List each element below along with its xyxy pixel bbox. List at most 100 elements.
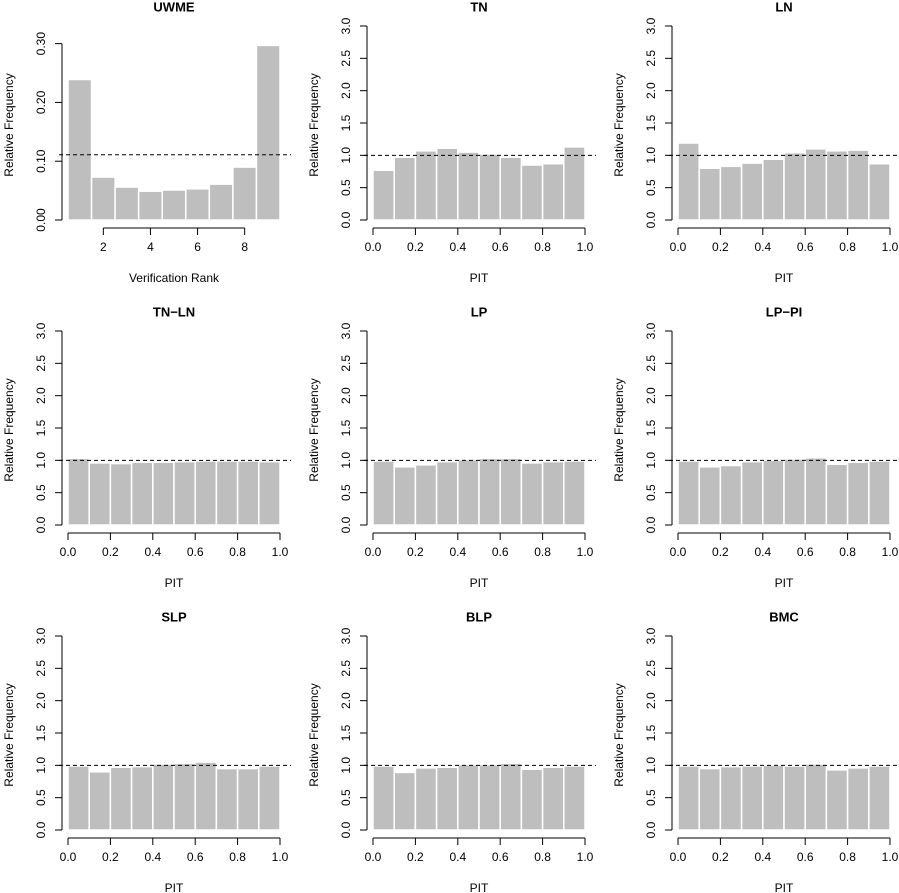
y-tick-label: 2.0 <box>339 692 353 709</box>
x-tick-label: 0.2 <box>102 850 119 864</box>
y-tick-label: 1.0 <box>644 452 658 469</box>
panel: TN−LN 0.0 0.5 1.0 1.5 2.0 2.5 3.0 0.0 0.2 0.4 0.6 0.… <box>2 304 291 590</box>
x-axis-label: PIT <box>470 576 489 590</box>
bar <box>677 460 700 526</box>
x-axis-label: PIT <box>165 881 184 893</box>
x-tick-label: 0.8 <box>534 240 551 254</box>
x-tick-label: 1.0 <box>272 850 289 864</box>
x-tick-label: 0.6 <box>797 240 814 254</box>
bar <box>520 462 544 526</box>
bar <box>161 189 187 221</box>
y-tick-label: 0.0 <box>339 211 353 228</box>
bar <box>194 761 218 831</box>
bar <box>88 771 112 831</box>
y-tick-label: 1.0 <box>644 757 658 774</box>
bar <box>137 190 163 221</box>
y-tick-label: 1.0 <box>339 452 353 469</box>
x-tick-label: 0.0 <box>670 545 687 559</box>
panel-title: UWME <box>153 0 194 14</box>
y-tick-label: 1.0 <box>34 757 48 774</box>
x-tick-label: 0.6 <box>492 850 509 864</box>
y-tick-label: 1.0 <box>339 757 353 774</box>
x-tick-label: 0.4 <box>449 545 466 559</box>
y-axis-label: Relative Frequency <box>612 378 626 481</box>
panel-title: TN−LN <box>153 304 195 319</box>
bar <box>152 461 175 526</box>
y-axis-label: Relative Frequency <box>307 683 321 786</box>
bar <box>563 460 586 526</box>
bar <box>520 164 544 221</box>
x-tick-label: 1.0 <box>577 545 594 559</box>
y-axis-label: Relative Frequency <box>307 378 321 481</box>
bar <box>435 460 459 526</box>
y-tick-label: 2.5 <box>644 660 658 677</box>
bar <box>130 461 154 526</box>
bar <box>825 150 849 221</box>
bar <box>414 767 438 831</box>
panel: LP 0.0 0.5 1.0 1.5 2.0 2.5 3.0 0.0 0.2 0.4 0.6 0.8 1.… <box>307 304 596 590</box>
y-tick-label: 0.0 <box>34 516 48 533</box>
x-tick-label: 0.8 <box>839 850 856 864</box>
y-tick-label: 2.0 <box>644 692 658 709</box>
bar <box>762 158 785 221</box>
y-tick-label: 0.5 <box>34 789 48 806</box>
y-tick-label: 0.00 <box>34 208 48 232</box>
bar <box>868 765 891 831</box>
panel-title: BMC <box>769 609 799 624</box>
bar <box>114 186 140 221</box>
bar <box>258 765 281 831</box>
panel-title: TN <box>470 0 487 14</box>
bar <box>414 150 438 221</box>
x-tick-label: 6 <box>194 240 201 254</box>
x-tick-label: 8 <box>241 240 248 254</box>
panel: LP−PI 0.0 0.5 1.0 1.5 2.0 2.5 3.0 0.0 0.2 0.4 0.6 0.… <box>612 304 899 590</box>
y-tick-label: 2.5 <box>339 50 353 67</box>
bar <box>804 148 828 221</box>
bar <box>255 44 281 221</box>
x-tick-label: 0.8 <box>229 850 246 864</box>
y-tick-label: 3.0 <box>644 17 658 34</box>
bar <box>232 166 258 221</box>
panel-title: LN <box>775 0 792 14</box>
y-tick-label: 0.5 <box>34 484 48 501</box>
x-tick-label: 0.4 <box>754 850 771 864</box>
bar <box>563 146 586 221</box>
x-tick-label: 1.0 <box>882 240 899 254</box>
x-tick-label: 0.4 <box>754 240 771 254</box>
x-tick-label: 0.0 <box>60 545 77 559</box>
bar <box>236 460 260 526</box>
panel: TN 0.0 0.5 1.0 1.5 2.0 2.5 3.0 0.0 0.2 0.4 0.6 0.8 1.… <box>307 0 596 285</box>
x-tick-label: 1.0 <box>577 240 594 254</box>
y-tick-label: 0.0 <box>644 211 658 228</box>
bar <box>435 766 459 831</box>
y-tick-label: 0.5 <box>339 484 353 501</box>
y-axis-label: Relative Frequency <box>2 378 16 481</box>
bar <box>67 457 90 526</box>
x-axis-label: Verification Rank <box>129 271 220 285</box>
y-tick-label: 1.5 <box>34 419 48 436</box>
y-tick-label: 2.5 <box>644 355 658 372</box>
bar <box>868 460 891 526</box>
bar <box>719 165 743 221</box>
x-axis-label: PIT <box>775 576 794 590</box>
x-tick-label: 0.8 <box>534 545 551 559</box>
y-tick-label: 3.0 <box>339 322 353 339</box>
x-tick-label: 0.2 <box>407 545 424 559</box>
bar <box>783 151 806 221</box>
y-tick-label: 1.5 <box>339 114 353 131</box>
bar <box>783 458 806 526</box>
bar <box>698 466 722 526</box>
bar <box>698 167 722 221</box>
y-axis-label: Relative Frequency <box>2 683 16 786</box>
bar <box>499 762 523 831</box>
x-tick-label: 0.0 <box>60 850 77 864</box>
x-tick-label: 0.6 <box>492 545 509 559</box>
bar <box>762 764 785 831</box>
bar <box>130 765 154 831</box>
bar <box>740 162 764 221</box>
y-axis-label: Relative Frequency <box>307 73 321 176</box>
bar <box>173 762 196 831</box>
y-tick-label: 0.5 <box>644 484 658 501</box>
x-tick-label: 0.2 <box>407 850 424 864</box>
